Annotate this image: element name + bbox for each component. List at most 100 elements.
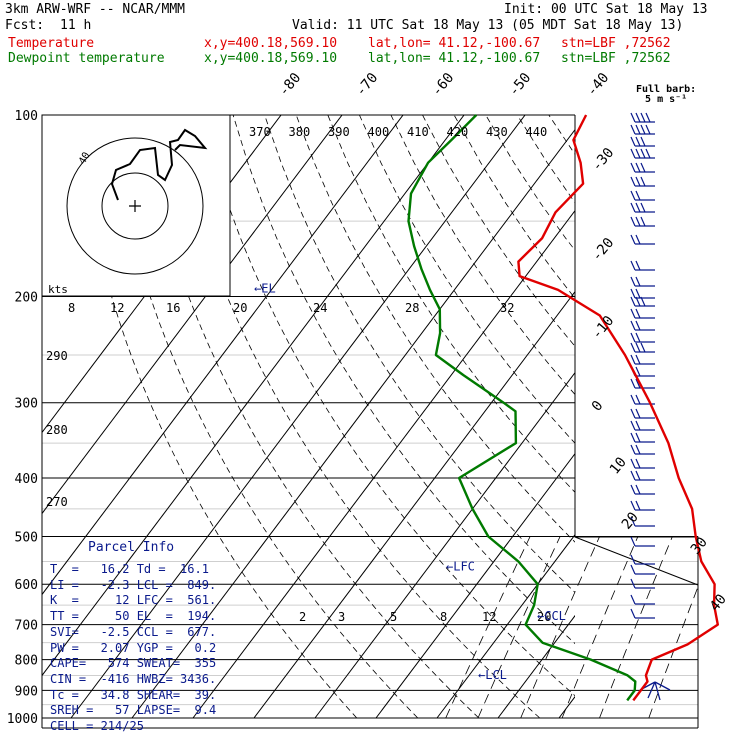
mixing-ratio-line [648,585,698,719]
pressure-tick-label: 800 [15,654,38,669]
theta-label: 440 [526,125,548,139]
pressure-tick-label: 700 [15,619,38,634]
wind-barb [630,320,655,331]
hodograph-ring-label: 40 [77,151,93,167]
dry-adiabat [232,115,575,645]
temperature-latlon: lat,lon= 41.12,-100.67 [368,36,541,51]
parcel-info-row: T = 16.2 Td = 16.1 [50,562,209,576]
dry-adiabat [169,115,541,719]
dewpoint-latlon: lat,lon= 41.12,-100.67 [368,51,541,66]
theta-label: 410 [407,125,429,139]
dry-adiabat [137,115,480,719]
theta-label: 380 [289,125,311,139]
fcst-label: Fcst: [5,18,45,33]
parcel-info-row: TT = 50 EL = 194. [50,609,217,624]
wind-barb [630,554,655,565]
pressure-tick-label: 300 [15,397,38,412]
level-label-el: ←EL [254,282,276,296]
dry-adiabat [264,115,575,593]
isotherm-label: 0 [589,398,607,415]
pressure-tick-label: 400 [15,472,38,487]
wind-barb [630,578,655,589]
wind-barb [630,500,655,511]
mixing-ratio-line [477,537,561,719]
dewpoint-stn: stn=LBF ,72562 [561,51,671,66]
theta-label: 390 [328,125,350,139]
wind-barb [630,124,655,135]
isotherm [253,290,575,719]
isotherm [314,371,575,719]
wind-barb [630,162,655,173]
hodograph-unit-label: kts [48,283,68,296]
pressure-tick-label: 500 [15,530,38,545]
mixing-ratio-label: 12 [110,301,124,315]
isotherm-label: -30 [589,145,618,175]
hodograph-ring-inner [101,172,169,240]
level-label-ccl: ←CCL [537,609,566,623]
hodograph-ring-outer [66,137,204,275]
parcel-info-row: CELL = 214/25 [50,719,144,733]
dewpoint-profile [407,114,637,702]
dry-adiabat [106,115,419,719]
init-time: Init: 00 UTC Sat 18 May 13 [504,2,708,17]
dry-adiabat [644,115,740,718]
wind-barb [630,148,655,159]
plot-right-edge [574,115,699,728]
mixing-ratio-label: 28 [405,301,419,315]
barb-column [640,115,653,728]
dry-adiabat [612,115,740,718]
parcel-info-row: Tc = 34.8 SHEAR= 39. [50,687,217,702]
wind-barb [630,354,655,365]
mixing-ratio-label: 2 [299,610,306,624]
wind-barb [630,296,655,307]
wind-barb-calm [639,681,671,701]
parcel-info-row: SVI= -2.5 CCL = 677. [50,624,217,639]
mixing-ratio-label: 8 [440,610,447,624]
isotherm-label: -60 [429,70,458,100]
isotherm-label: 30 [688,534,711,557]
dry-adiabat [675,115,740,718]
wind-barb [630,276,655,287]
wind-barb [630,202,655,213]
pressure-tick-label: 1000 [7,712,38,727]
pressure-tick-label: 600 [15,578,38,593]
lower-right-diagonal [574,536,699,600]
wind-barb [630,432,655,443]
wind-barb [630,234,655,245]
wind-barb [630,394,655,405]
parcel-info-row: PW = 2.07 YGP = 0.2 [50,640,217,655]
isotherm [42,115,404,596]
mixing-ratio-line [599,537,673,719]
wind-barb [630,190,655,201]
isotherm [131,128,575,719]
theta-label: 290 [46,349,68,363]
theta-label: 400 [368,125,390,139]
mixing-ratio-label: 16 [166,301,180,315]
hodograph-center-cross [129,200,141,212]
mixing-ratio-label: 20 [233,301,247,315]
wind-barb [630,308,655,319]
wind-barb [630,288,655,299]
mixing-ratio-label: 3 [338,610,345,624]
isotherm-label: -50 [506,70,535,100]
fcst-value: 11 h [60,18,92,33]
mixing-ratio-line [561,537,639,719]
wind-barb [630,378,655,389]
dry-adiabat [422,115,575,347]
wind-barb [630,332,655,343]
isotherm [681,115,740,718]
wind-barb [630,484,655,495]
pressure-tick-label: 100 [15,109,38,124]
wind-barb [630,408,655,419]
theta-label: 270 [46,495,68,509]
isotherm [620,115,740,718]
dry-adiabat [453,115,575,299]
isotherm [436,533,575,719]
parcel-info-row: K = 12 LFC = 561. [50,593,217,608]
mixing-ratio-label: 24 [313,301,327,315]
theta-label: 430 [486,125,508,139]
mixing-ratio-label: 20 [537,610,551,624]
wind-barb [630,516,655,527]
isotherm [42,115,343,515]
dry-adiabat [485,115,575,251]
